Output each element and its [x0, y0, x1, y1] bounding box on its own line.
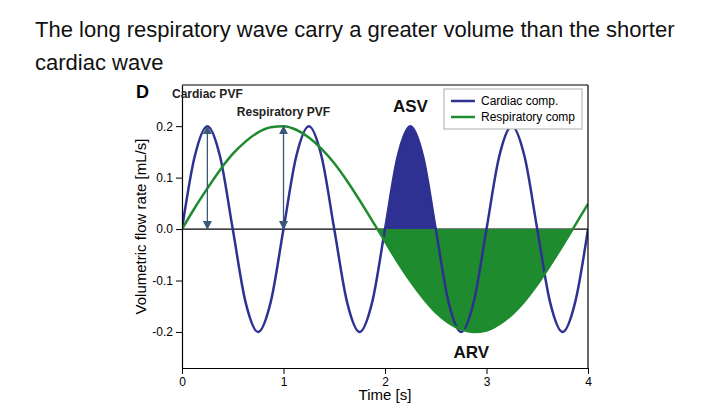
annotation-label: ASV [393, 97, 429, 116]
x-tick: 4 [585, 368, 592, 389]
series-line [182, 126, 588, 332]
plot-marks [182, 126, 588, 332]
pvf-arrow [283, 126, 284, 229]
x-tick: 1 [281, 368, 288, 389]
annotation-label: Respiratory PVF [237, 105, 330, 119]
x-tick-mark [284, 368, 285, 374]
y-axis-title: Volumetric flow rate [mL/s] [132, 139, 149, 315]
series-line [182, 126, 588, 332]
y-tick: 0.0 [156, 222, 182, 236]
legend-swatch [451, 100, 475, 103]
y-tick-label: 0.0 [156, 222, 173, 236]
y-tick-label: 0.2 [156, 120, 173, 134]
legend: Cardiac comp. Respiratory comp [444, 89, 582, 129]
x-axis-title: Time [s] [359, 386, 412, 403]
legend-item: Respiratory comp [451, 110, 575, 124]
legend-item: Cardiac comp. [451, 94, 558, 108]
legend-swatch [451, 116, 475, 119]
x-tick-label: 0 [179, 375, 186, 389]
y-tick-label: -0.1 [152, 274, 173, 288]
x-tick-label: 4 [585, 375, 592, 389]
x-tick: 0 [179, 368, 186, 389]
y-tick-label: -0.2 [152, 325, 173, 339]
title: The long respiratory wave carry a greate… [35, 17, 675, 75]
x-tick-mark [182, 368, 183, 374]
y-tick-label: 0.1 [156, 171, 173, 185]
legend-box [444, 89, 582, 129]
title-line: The long respiratory wave carry a greate… [35, 17, 675, 42]
y-tick-mark [176, 229, 182, 230]
y-axis: -0.2 -0.1 0.0 0.1 0.2 [152, 86, 182, 369]
area-fill [372, 126, 448, 229]
y-tick: 0.2 [156, 120, 182, 134]
plot-area [182, 85, 588, 368]
y-tick-mark [176, 178, 182, 179]
x-tick-mark [487, 368, 488, 374]
x-tick-label: 1 [281, 375, 288, 389]
y-tick-mark [176, 126, 182, 127]
annotation-label: ARV [453, 343, 489, 362]
chart-svg: The long respiratory wave carry a greate… [0, 0, 720, 405]
title-line: cardiac wave [35, 50, 163, 75]
fill-clip-group [372, 126, 448, 229]
frame-top [182, 84, 588, 85]
x-tick: 3 [484, 368, 491, 389]
y-tick: 0.1 [156, 171, 182, 185]
y-axis-line [182, 86, 183, 369]
pvf-arrow [207, 126, 208, 229]
annotation-label: Cardiac PVF [172, 87, 243, 101]
y-tick: -0.1 [152, 274, 182, 288]
y-tick-mark [176, 332, 182, 333]
legend-label: Respiratory comp [481, 110, 575, 124]
legend-label: Cardiac comp. [481, 94, 558, 108]
x-tick-label: 3 [484, 375, 491, 389]
x-tick-mark [385, 368, 386, 374]
y-tick-mark [176, 281, 182, 282]
frame-right [587, 85, 588, 368]
panel-label: D [136, 82, 149, 102]
x-tick-mark [588, 368, 589, 374]
y-tick: -0.2 [152, 325, 182, 339]
